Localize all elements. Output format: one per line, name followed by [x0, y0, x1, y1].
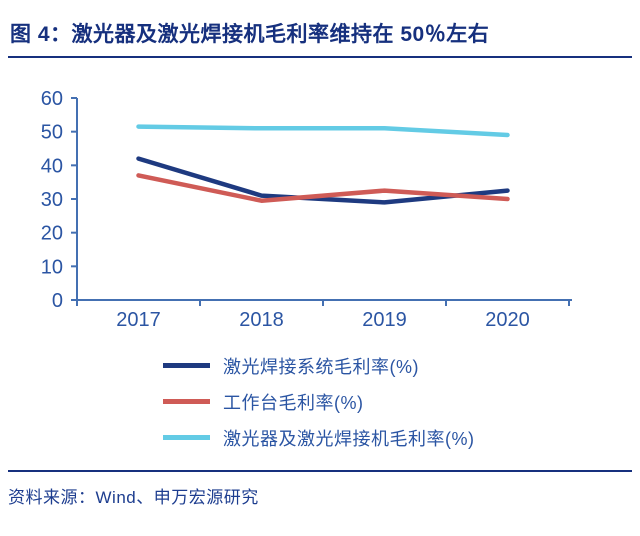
legend-label: 激光焊接系统毛利率(%) — [223, 356, 419, 377]
figure-title: 图 4：激光器及激光焊接机毛利率维持在 50％左右 — [8, 0, 632, 58]
legend-label: 工作台毛利率(%) — [223, 392, 364, 413]
chart-legend: 激光焊接系统毛利率(%) 工作台毛利率(%) 激光器及激光焊接机毛利率(%) — [163, 348, 640, 456]
legend-swatch-2 — [163, 435, 210, 441]
legend-item: 工作台毛利率(%) — [163, 384, 640, 420]
y-tick-label: 40 — [41, 155, 63, 177]
legend-swatch-0 — [163, 363, 210, 369]
x-tick-label: 2018 — [239, 309, 284, 331]
y-tick-label: 10 — [41, 256, 63, 278]
x-tick-label: 2019 — [362, 309, 407, 331]
y-tick-label: 60 — [41, 88, 63, 110]
line-chart: 0 10 20 30 40 50 60 2017 2018 2019 2020 — [41, 88, 572, 331]
y-tick-label: 0 — [52, 290, 63, 312]
y-tick-label: 50 — [41, 121, 63, 143]
y-tick-label: 20 — [41, 222, 63, 244]
series-line-2 — [136, 124, 510, 137]
x-tick-label: 2020 — [485, 309, 530, 331]
legend-label: 激光器及激光焊接机毛利率(%) — [223, 428, 475, 449]
legend-swatch-1 — [163, 399, 210, 405]
legend-item: 激光器及激光焊接机毛利率(%) — [163, 420, 640, 456]
y-tick-label: 30 — [41, 189, 63, 211]
source-note: 资料来源：Wind、申万宏源研究 — [8, 487, 259, 507]
footer-divider — [8, 469, 632, 472]
series-line-1 — [136, 172, 510, 203]
x-tick-label: 2017 — [116, 309, 161, 331]
legend-item: 激光焊接系统毛利率(%) — [163, 348, 640, 384]
